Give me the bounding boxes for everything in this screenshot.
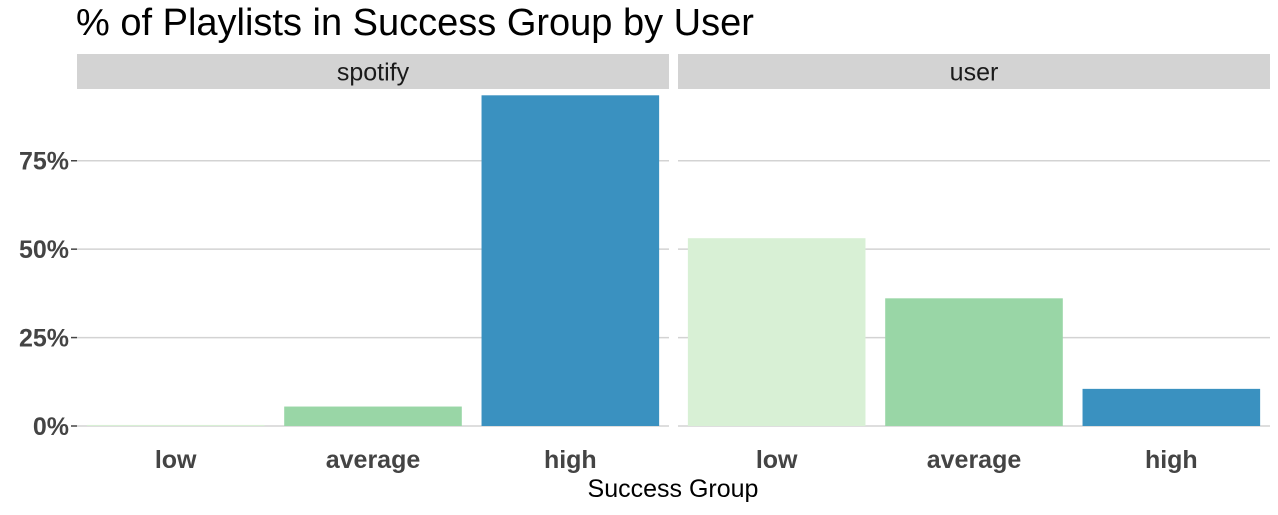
x-tick-label-user-high: high [1145,446,1198,474]
panel-strip-user [678,54,1270,89]
bar-spotify-high [481,95,660,426]
y-tick-label-50%: 50% [19,236,69,264]
panel-spotify: spotify low average high [77,54,669,474]
bar-spotify-low [86,424,265,426]
y-axis: 0% 25% 50% 75% [19,148,77,441]
x-tick-label-spotify-high: high [544,446,597,474]
x-tick-label-spotify-low: low [155,446,197,474]
panel-strip-spotify [77,54,669,89]
bar-user-average [885,298,1063,426]
panel-strip-label-spotify: spotify [337,59,410,87]
x-tick-label-user-low: low [756,446,798,474]
y-tick-label-0%: 0% [33,413,69,441]
chart-title: % of Playlists in Success Group by User [76,2,754,44]
panels-layer: spotify low average high user low average high [77,54,1270,474]
x-tick-label-user-average: average [927,446,1022,474]
panel-strip-label-user: user [950,59,999,87]
x-tick-label-spotify-average: average [326,446,421,474]
y-tick-label-25%: 25% [19,325,69,353]
y-tick-label-75%: 75% [19,148,69,176]
bar-user-low [687,238,866,426]
panel-user: user low average high [678,54,1270,474]
x-axis-label: Success Group [588,475,759,503]
bar-user-high [1082,388,1261,426]
bar-spotify-average [284,406,462,426]
